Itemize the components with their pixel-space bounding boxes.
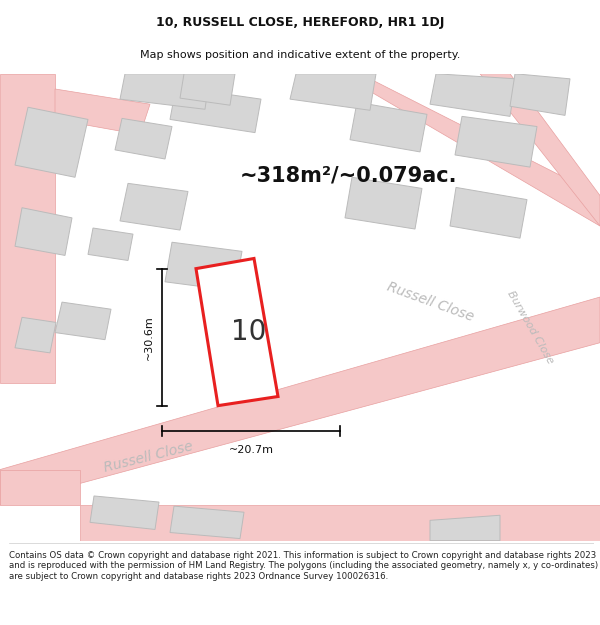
Polygon shape (340, 74, 600, 226)
Text: ~30.6m: ~30.6m (144, 315, 154, 359)
Polygon shape (15, 318, 56, 353)
Polygon shape (120, 74, 210, 109)
Polygon shape (455, 116, 537, 167)
Polygon shape (345, 177, 422, 229)
Text: 10, RUSSELL CLOSE, HEREFORD, HR1 1DJ: 10, RUSSELL CLOSE, HEREFORD, HR1 1DJ (156, 16, 444, 29)
Polygon shape (196, 259, 278, 406)
Polygon shape (55, 89, 150, 134)
Polygon shape (0, 297, 600, 505)
Polygon shape (510, 74, 570, 116)
Polygon shape (88, 228, 133, 261)
Text: Burwood Close: Burwood Close (505, 289, 555, 366)
Polygon shape (430, 74, 516, 116)
Polygon shape (90, 496, 159, 529)
Polygon shape (0, 74, 55, 383)
Polygon shape (120, 183, 188, 230)
Polygon shape (55, 302, 111, 339)
Polygon shape (180, 74, 235, 105)
Polygon shape (165, 242, 242, 291)
Polygon shape (170, 506, 244, 539)
Polygon shape (350, 102, 427, 152)
Text: Russell Close: Russell Close (385, 280, 475, 324)
Polygon shape (170, 87, 261, 132)
Text: Russell Close: Russell Close (102, 439, 194, 475)
Polygon shape (430, 515, 500, 541)
Polygon shape (290, 74, 376, 110)
Polygon shape (80, 505, 600, 541)
Text: ~318m²/~0.079ac.: ~318m²/~0.079ac. (240, 165, 458, 185)
Polygon shape (0, 469, 80, 505)
Polygon shape (115, 118, 172, 159)
Polygon shape (15, 107, 88, 177)
Polygon shape (450, 188, 527, 238)
Polygon shape (15, 208, 72, 256)
Polygon shape (480, 74, 600, 226)
Text: 10: 10 (231, 318, 266, 346)
Text: ~20.7m: ~20.7m (229, 445, 274, 455)
Text: Map shows position and indicative extent of the property.: Map shows position and indicative extent… (140, 50, 460, 60)
Text: Contains OS data © Crown copyright and database right 2021. This information is : Contains OS data © Crown copyright and d… (9, 551, 598, 581)
